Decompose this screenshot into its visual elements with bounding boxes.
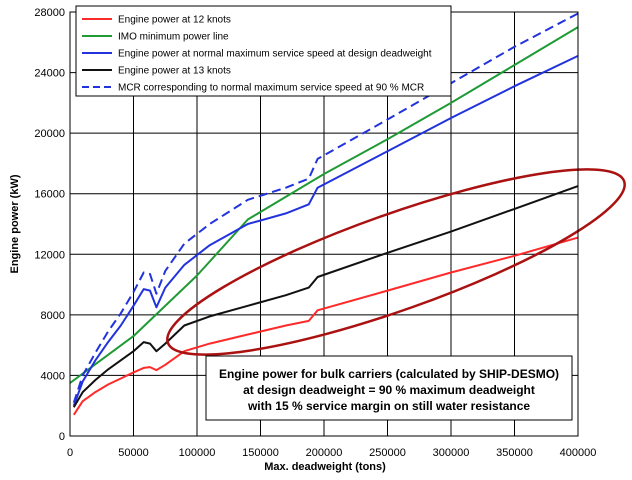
y-tick-label: 16000	[34, 189, 65, 201]
series-line-1	[72, 236, 579, 416]
annotation-frame	[205, 355, 573, 421]
y-tick-label: 8000	[41, 310, 65, 322]
y-axis-title: Engine power (kW)	[9, 174, 21, 273]
legend-label-3: Engine power at normal maximum service s…	[118, 49, 432, 60]
legend-box	[75, 5, 452, 97]
y-tick-label: 24000	[34, 68, 65, 80]
y-tick-label: 12000	[34, 249, 65, 261]
series-line-3	[72, 54, 579, 407]
legend-label-4: Engine power at 13 knots	[118, 66, 231, 77]
series-line-2	[69, 26, 579, 384]
legend-label-5: MCR corresponding to normal maximum serv…	[118, 83, 424, 94]
annotation-box: Engine power for bulk carriers (calculat…	[205, 355, 573, 421]
highlight-ellipse-layer	[166, 168, 626, 356]
y-tick-label: 0	[59, 431, 65, 443]
x-tick-label: 200000	[306, 447, 343, 459]
highlight-ellipse	[166, 168, 626, 356]
x-tick-label: 250000	[369, 447, 406, 459]
x-tick-label: 300000	[433, 447, 470, 459]
x-tick-label: 0	[67, 447, 73, 459]
y-tick-labels: 0 4000 8000 12000 16000 20000 24000 28000	[34, 7, 65, 443]
x-axis-title: Max. deadweight (tons)	[264, 461, 386, 473]
x-tick-label: 400000	[560, 447, 597, 459]
series-lines	[69, 12, 579, 416]
x-tick-labels: 0 50000 100000 150000 200000 250000 300000 3500…	[67, 447, 596, 459]
series-line-5	[72, 12, 579, 404]
annotation-line-3: with 15 % service margin on still water …	[247, 399, 530, 413]
y-tick-label: 20000	[34, 128, 65, 140]
legend: Engine power at 12 knots IMO minimum powe…	[75, 5, 452, 97]
x-tick-label: 50000	[118, 447, 149, 459]
x-tick-label: 100000	[179, 447, 216, 459]
annotation-line-1: Engine power for bulk carriers (calculat…	[219, 367, 559, 381]
y-tick-label: 4000	[41, 370, 65, 382]
series-line-4	[72, 185, 579, 408]
legend-label-1: Engine power at 12 knots	[118, 15, 231, 26]
legend-label-2: IMO minimum power line	[118, 32, 229, 43]
y-tick-label: 28000	[34, 7, 65, 19]
x-tick-label: 150000	[242, 447, 279, 459]
annotation-line-2: at design deadweight = 90 % maximum dead…	[243, 383, 535, 397]
x-tick-label: 350000	[496, 447, 533, 459]
